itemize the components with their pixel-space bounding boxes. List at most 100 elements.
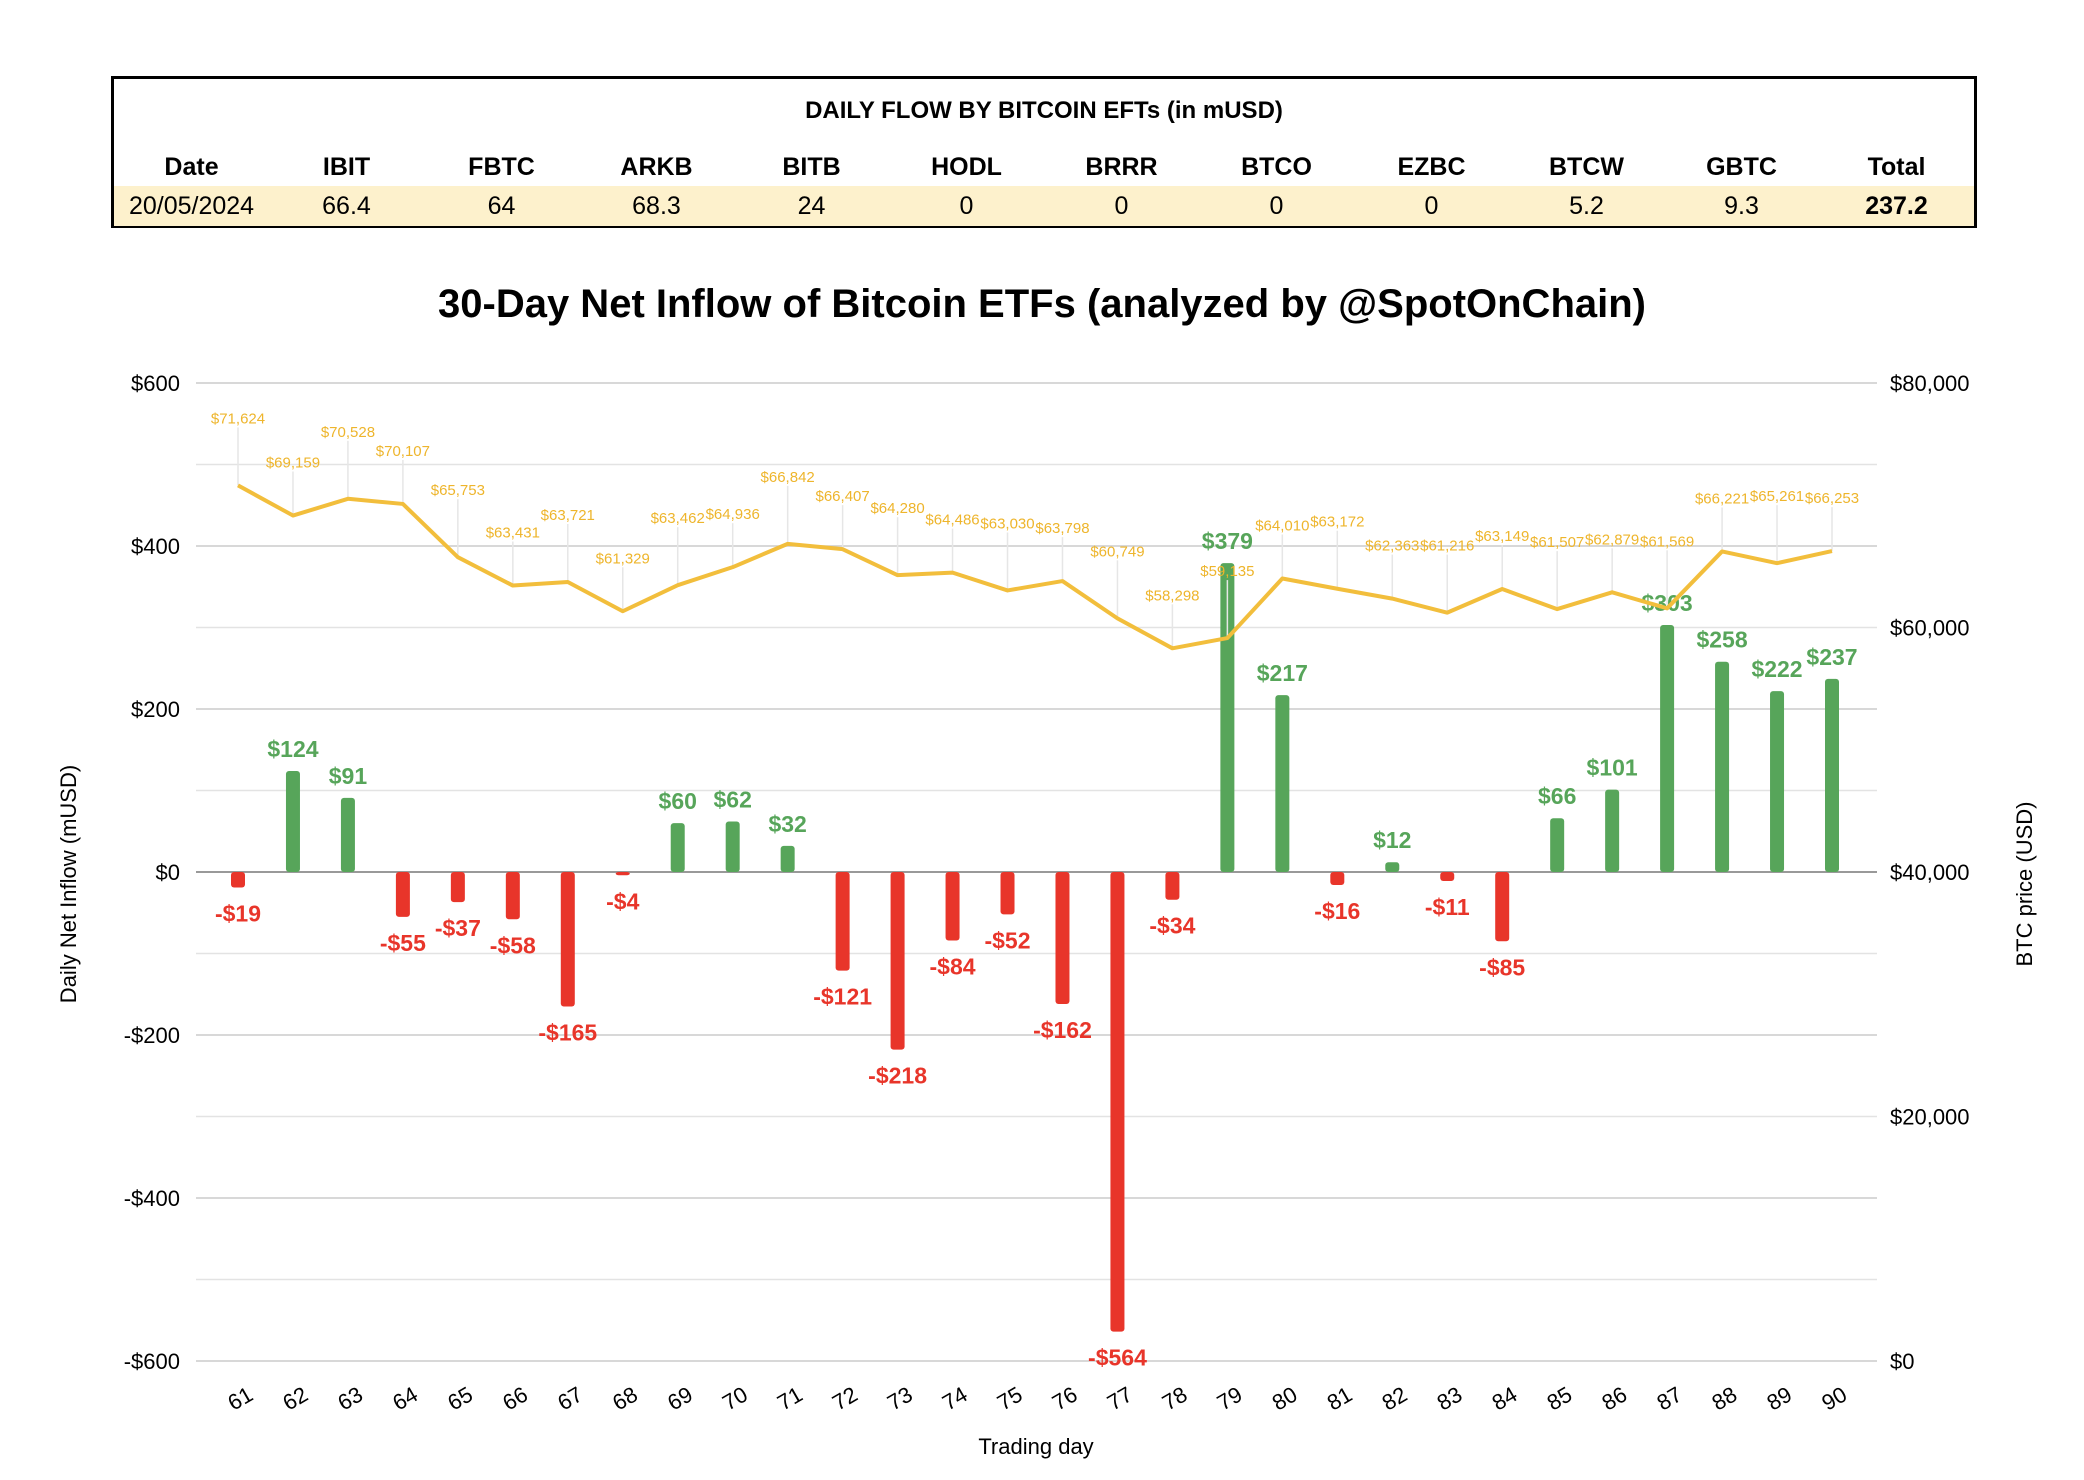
price-data-label: $63,798: [1035, 520, 1089, 537]
price-data-label: $59,135: [1200, 563, 1254, 580]
x-tick-label: 68: [608, 1382, 642, 1416]
table-header-cell-7: BTCO: [1241, 153, 1312, 181]
bar: [1440, 872, 1455, 881]
x-tick-label: 78: [1158, 1382, 1192, 1416]
bar: [1330, 872, 1345, 886]
bar-data-label: -$19: [215, 900, 261, 926]
table-cell-11: 237.2: [1865, 191, 1928, 220]
x-tick-label: 67: [553, 1382, 587, 1416]
x-tick-label: 85: [1543, 1382, 1577, 1416]
x-tick-label: 84: [1488, 1382, 1522, 1416]
bar: [1550, 818, 1565, 872]
x-tick-label: 88: [1707, 1382, 1741, 1416]
price-data-label: $71,624: [211, 410, 265, 427]
bar-data-label: -$37: [435, 915, 481, 941]
price-data-label: $65,261: [1750, 488, 1804, 505]
bar: [395, 872, 410, 917]
table-header-cell-0: Date: [164, 153, 219, 181]
table-header-cell-10: GBTC: [1706, 153, 1777, 181]
bar-data-label: $101: [1587, 755, 1638, 781]
bar-data-label: -$165: [538, 1019, 597, 1045]
table-header-cell-9: BTCW: [1549, 153, 1624, 181]
table-header-cell-5: HODL: [931, 153, 1002, 181]
x-tick-label: 83: [1433, 1382, 1467, 1416]
bar: [450, 872, 465, 903]
table-cell-1: 66.4: [322, 191, 371, 220]
bar: [1495, 872, 1510, 942]
y2-tick-label: $0: [1890, 1349, 1914, 1374]
bar: [1275, 695, 1290, 872]
y-tick-label: $0: [156, 860, 180, 885]
table-cell-2: 64: [487, 191, 516, 220]
price-data-label: $62,363: [1365, 538, 1419, 555]
price-data-label: $63,462: [651, 510, 705, 527]
price-data-label: $64,280: [870, 500, 924, 517]
y2-tick-label: $40,000: [1890, 860, 1970, 885]
table-cell-0: 20/05/2024: [128, 191, 255, 220]
bar-data-label: -$52: [984, 927, 1030, 953]
bar: [340, 797, 355, 872]
x-tick-label: 70: [718, 1382, 752, 1416]
x-tick-label: 66: [498, 1382, 532, 1416]
table-header-cell-1: IBIT: [322, 153, 371, 181]
price-data-label: $63,149: [1475, 528, 1529, 545]
bar: [1605, 789, 1620, 872]
bar: [670, 823, 685, 872]
table-header-cell-4: BITB: [782, 153, 841, 181]
bar-data-label: $62: [714, 786, 752, 812]
y2-tick-label: $60,000: [1890, 616, 1970, 641]
bar: [1000, 872, 1015, 915]
x-tick-label: 80: [1268, 1382, 1302, 1416]
x-tick-label: 81: [1323, 1382, 1357, 1416]
bar-data-label: -$564: [1088, 1345, 1147, 1371]
table-cell-10: 9.3: [1724, 191, 1759, 220]
bar-data-label: $66: [1538, 783, 1576, 809]
x-tick-label: 77: [1103, 1382, 1137, 1416]
x-tick-label: 71: [773, 1382, 807, 1416]
x-tick-label: 72: [828, 1382, 862, 1416]
bar: [615, 872, 630, 876]
bar-data-label: -$4: [606, 888, 639, 914]
price-data-label: $61,507: [1530, 534, 1584, 551]
bar-data-label: $124: [267, 736, 318, 762]
x-tick-label: 74: [938, 1382, 972, 1416]
price-data-label: $63,431: [486, 525, 540, 542]
price-data-label: $66,253: [1805, 490, 1859, 507]
bar-data-label: -$34: [1149, 913, 1195, 939]
bar: [1110, 872, 1125, 1332]
bar: [231, 872, 245, 888]
bar-data-label: $91: [329, 763, 368, 789]
price-data-label: $62,879: [1585, 531, 1639, 548]
x-tick-label: 65: [443, 1382, 477, 1416]
table-cell-5: 0: [959, 191, 974, 220]
bar-data-label: -$85: [1479, 954, 1525, 980]
x-tick-label: 63: [333, 1382, 367, 1416]
y2-tick-label: $80,000: [1890, 371, 1970, 396]
bar: [1715, 661, 1730, 872]
x-tick-label: 76: [1048, 1382, 1082, 1416]
x-tick-label: 73: [883, 1382, 917, 1416]
x-tick-label: 87: [1653, 1382, 1687, 1416]
x-tick-label: 89: [1762, 1382, 1796, 1416]
y-tick-label: $400: [131, 534, 180, 559]
bar: [1770, 691, 1785, 872]
price-data-label: $65,753: [431, 482, 485, 499]
bar-data-label: -$121: [813, 984, 872, 1010]
bar: [725, 821, 740, 872]
bar: [835, 872, 850, 971]
table-cell-8: 0: [1424, 191, 1439, 220]
price-data-label: $66,407: [816, 488, 870, 505]
bar-data-label: -$162: [1033, 1017, 1092, 1043]
price-data-label: $64,010: [1255, 517, 1309, 534]
bar-data-label: -$11: [1425, 894, 1470, 920]
price-data-label: $66,842: [761, 469, 815, 486]
price-data-label: $70,528: [321, 424, 375, 441]
table-cell-6: 0: [1114, 191, 1129, 220]
bar: [890, 872, 905, 1050]
x-tick-label: 79: [1213, 1382, 1247, 1416]
table-header-cell-11: Total: [1867, 153, 1926, 181]
table-header-cell-3: ARKB: [620, 153, 693, 181]
chart-title: 30-Day Net Inflow of Bitcoin ETFs (analy…: [438, 282, 1646, 326]
price-data-label: $66,221: [1695, 490, 1749, 507]
